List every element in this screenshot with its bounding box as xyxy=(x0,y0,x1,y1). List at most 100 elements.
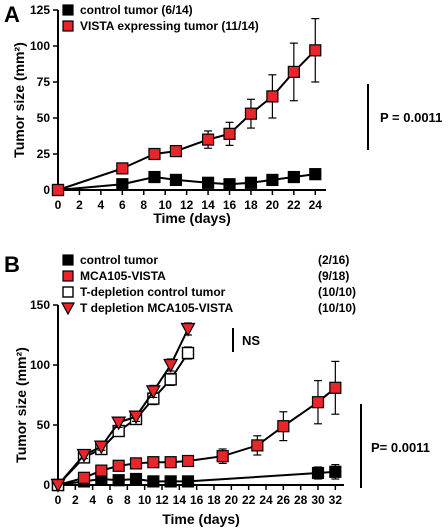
x-tick-label: 28 xyxy=(294,493,308,507)
series-2 xyxy=(51,18,322,197)
data-point xyxy=(76,448,92,463)
significance-label: NS xyxy=(242,333,260,348)
data-point xyxy=(148,170,161,184)
data-point xyxy=(164,456,177,469)
x-tick-label: 18 xyxy=(207,493,221,507)
legend-entry: T-depletion control tumor (10/10) xyxy=(62,285,356,299)
x-tick-label: 26 xyxy=(277,493,291,507)
legend-marker xyxy=(62,286,74,298)
x-tick-label: 32 xyxy=(329,493,343,507)
x-tick-label: 18 xyxy=(244,198,258,212)
x-tick-label: 22 xyxy=(287,198,301,212)
y-tick-label: 0 xyxy=(43,183,50,197)
data-point xyxy=(201,176,215,189)
series-line xyxy=(57,49,316,191)
legend-entry: T depletion MCA105-VISTA (10/10) xyxy=(60,301,356,316)
x-tick-label: 20 xyxy=(225,493,239,507)
x-tick-label: 16 xyxy=(190,493,204,507)
legend-label: control tumor (6/14) xyxy=(80,3,193,17)
y-tick-label: 125 xyxy=(30,3,50,17)
data-point xyxy=(201,133,215,146)
x-tick-label: 20 xyxy=(266,198,280,212)
x-tick-label: 6 xyxy=(119,198,126,212)
data-point xyxy=(147,456,160,469)
y-axis-title: Tumor size (mm²) xyxy=(11,42,27,158)
data-point xyxy=(266,173,279,187)
x-tick-label: 0 xyxy=(55,198,62,212)
series-line xyxy=(57,173,316,191)
x-tick-label: 30 xyxy=(311,493,325,507)
legend-marker xyxy=(62,4,74,16)
legend-label: MCA105-VISTA xyxy=(80,269,166,283)
x-tick-label: 2 xyxy=(72,493,79,507)
data-point xyxy=(148,147,161,161)
data-point xyxy=(311,396,325,409)
data-point xyxy=(128,410,144,425)
x-tick-label: 6 xyxy=(107,493,114,507)
data-point xyxy=(50,478,66,493)
x-tick-label: 24 xyxy=(309,198,323,212)
y-tick-label: 150 xyxy=(30,298,50,312)
data-point xyxy=(95,464,108,477)
y-tick-label: 0 xyxy=(43,478,50,492)
y-axis-title: Tumor size (mm²) xyxy=(13,347,29,463)
data-point xyxy=(287,65,300,79)
legend-marker xyxy=(62,254,74,266)
legend-label: T depletion MCA105-VISTA xyxy=(80,301,233,315)
legend-label: VISTA expressing tumor (11/14) xyxy=(80,19,259,33)
data-point xyxy=(181,346,195,360)
legend-marker xyxy=(60,302,76,316)
legend-marker xyxy=(62,270,74,282)
y-tick-label: 100 xyxy=(30,358,50,372)
series-line xyxy=(57,470,336,486)
data-point xyxy=(309,168,322,181)
data-point xyxy=(145,385,161,400)
panel-letter: A xyxy=(4,2,20,27)
x-tick-label: 4 xyxy=(89,493,96,507)
data-point xyxy=(164,475,177,488)
significance-label: P= 0.0011 xyxy=(371,440,430,455)
x-tick-label: 8 xyxy=(124,493,131,507)
legend-count: (10/10) xyxy=(318,301,356,315)
legend-count: (2/16) xyxy=(318,253,349,267)
data-point xyxy=(181,475,195,488)
legend-label: control tumor xyxy=(80,253,158,267)
y-tick-label: 50 xyxy=(37,111,51,125)
data-point xyxy=(169,145,183,158)
data-point xyxy=(251,439,264,452)
data-point xyxy=(216,450,229,463)
data-point xyxy=(244,176,258,189)
data-point xyxy=(112,459,125,472)
y-tick-label: 25 xyxy=(37,147,51,161)
data-point xyxy=(163,358,179,373)
x-tick-label: 8 xyxy=(140,198,147,212)
series-4 xyxy=(50,322,196,493)
data-point xyxy=(309,44,322,57)
data-point xyxy=(164,373,177,386)
series-1 xyxy=(51,168,322,197)
x-axis-title: Time (days) xyxy=(153,210,231,226)
significance-label: P = 0.0011 xyxy=(380,110,442,125)
data-point xyxy=(129,472,143,486)
x-tick-label: 22 xyxy=(242,493,256,507)
data-point xyxy=(180,322,196,337)
legend-entry: MCA105-VISTA (9/18) xyxy=(62,269,349,283)
data-point xyxy=(116,178,129,191)
x-tick-label: 16 xyxy=(223,198,237,212)
data-point xyxy=(116,162,129,175)
panel-letter: B xyxy=(4,252,20,277)
data-point xyxy=(147,475,160,488)
x-tick-label: 4 xyxy=(98,198,105,212)
data-point xyxy=(181,454,195,468)
data-point xyxy=(287,170,300,184)
data-point xyxy=(266,90,279,103)
y-tick-label: 100 xyxy=(30,39,50,53)
x-tick-label: 14 xyxy=(201,198,215,212)
data-point xyxy=(93,440,109,455)
data-point xyxy=(51,183,65,197)
legend-label: T-depletion control tumor xyxy=(80,285,226,299)
x-tick-label: 10 xyxy=(138,493,152,507)
